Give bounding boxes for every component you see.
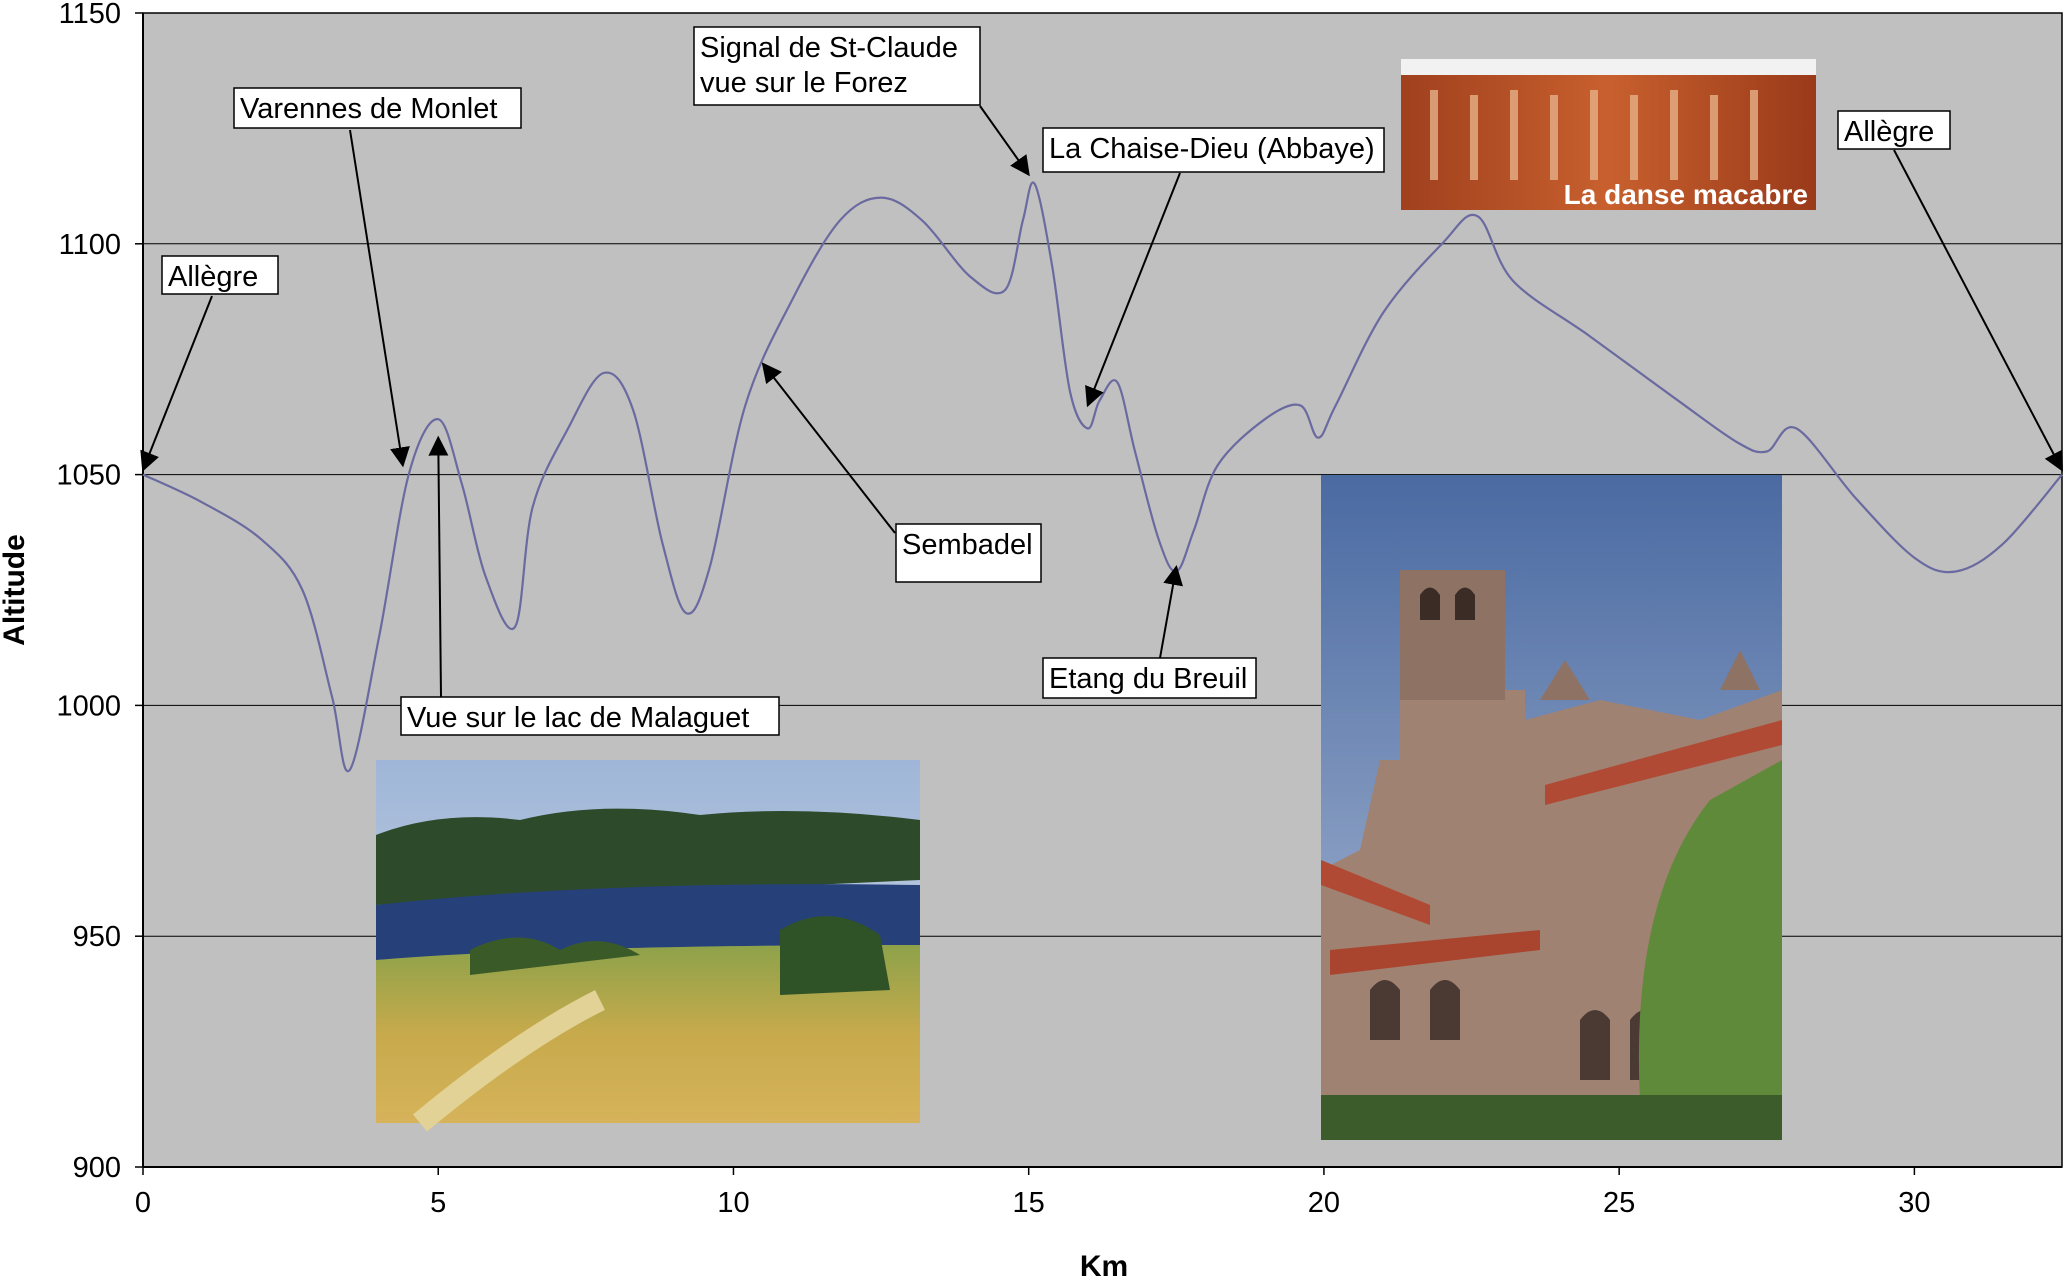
x-tick-label: 25 [1603, 1187, 1635, 1219]
y-tick-label: 950 [73, 921, 121, 953]
y-axis-ticks: 900 950 1000 1050 1100 1150 [56, 0, 143, 1184]
annotation-arrow [1159, 564, 1183, 659]
annotation-text: Etang du Breuil [1049, 663, 1247, 695]
axes [142, 13, 2062, 1168]
annotation-arrow [1085, 172, 1181, 408]
annotation-arrow [1893, 149, 2063, 472]
annotation-box [1042, 127, 1385, 173]
altitude-series-line [142, 181, 2063, 773]
annotation-box [693, 26, 981, 106]
x-tick-label: 10 [717, 1187, 749, 1219]
y-tick-label: 1050 [56, 460, 121, 492]
x-tick-label: 15 [1013, 1187, 1045, 1219]
fresco-photo: La danse macabre [1401, 59, 1816, 210]
annotation-text: Allègre [1844, 116, 1934, 148]
annotation-varennes: Varennes de Monlet [233, 87, 522, 468]
abbey-photo [1321, 475, 1782, 1140]
annotation-text: vue sur le Forez [700, 67, 908, 99]
annotation-malaguet: Vue sur le lac de Malaguet [400, 435, 780, 736]
annotation-arrow [761, 362, 896, 534]
x-axis-ticks: 0 5 10 15 20 25 30 [135, 1167, 1931, 1219]
annotation-arrow [979, 105, 1030, 177]
y-tick-label: 900 [73, 1152, 121, 1184]
annotation-text: Signal de St-Claude [700, 32, 958, 64]
annotation-text: La Chaise-Dieu (Abbaye) [1049, 133, 1375, 165]
annotation-arrow [349, 129, 410, 468]
lake-photo [376, 760, 920, 1132]
y-axis-title: Altitude [0, 534, 31, 646]
x-tick-label: 20 [1308, 1187, 1340, 1219]
y-tick-label: 1100 [59, 229, 121, 261]
y-tick-label: 1150 [59, 0, 121, 30]
annotation-chaise-dieu: La Chaise-Dieu (Abbaye) [1042, 127, 1385, 408]
annotation-box [1042, 657, 1257, 699]
annotation-text: Allègre [168, 261, 258, 293]
annotation-box [233, 87, 522, 129]
annotation-box [895, 523, 1042, 583]
y-tick-label: 1000 [56, 690, 121, 722]
annotation-etang: Etang du Breuil [1042, 564, 1257, 699]
x-tick-label: 0 [135, 1187, 151, 1219]
annotation-box [1837, 110, 1951, 150]
annotation-text: Sembadel [902, 529, 1033, 561]
annotation-box [161, 255, 279, 295]
annotation-text: Vue sur le lac de Malaguet [407, 702, 749, 734]
annotations: Allègre Varennes de Monlet Vue sur le lac … [140, 26, 2063, 736]
fresco-caption: La danse macabre [1564, 179, 1808, 210]
annotation-allegre-end: Allègre [1837, 110, 2063, 472]
x-axis-title: Km [1080, 1250, 1128, 1282]
annotation-text: Varennes de Monlet [240, 93, 497, 125]
annotation-arrow [140, 295, 213, 472]
annotation-allegre-start: Allègre [140, 255, 279, 472]
annotation-arrow [428, 435, 449, 698]
x-tick-label: 5 [430, 1187, 446, 1219]
annotation-sembadel: Sembadel [761, 362, 1042, 583]
annotation-box [400, 696, 780, 736]
x-tick-label: 30 [1898, 1187, 1930, 1219]
